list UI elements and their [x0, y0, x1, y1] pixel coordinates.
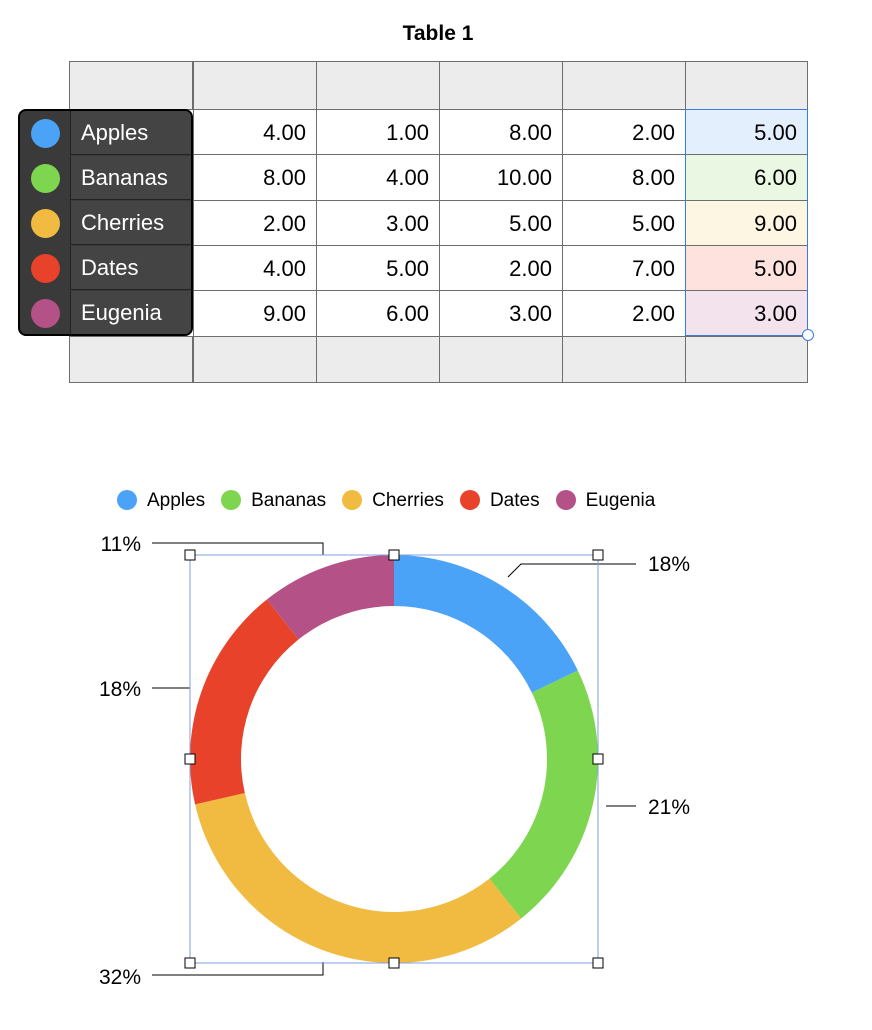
- series-color-swatch[interactable]: [31, 209, 60, 238]
- legend-item: Bananas: [221, 490, 326, 512]
- legend-item: Apples: [117, 490, 205, 512]
- leader-line: [507, 563, 636, 578]
- donut-slice-eugenia[interactable]: [266, 555, 394, 640]
- row-header-eugenia[interactable]: Eugenia: [20, 291, 191, 334]
- chart-legend: Apples Bananas Cherries Dates Eugenia: [117, 490, 671, 516]
- legend-swatch: [342, 490, 363, 510]
- table-cell[interactable]: 10.00: [439, 154, 563, 201]
- table-cell[interactable]: 6.00: [685, 154, 808, 201]
- table-cell[interactable]: 8.00: [562, 154, 686, 201]
- percentage-label: 11%: [101, 533, 141, 556]
- row-header-dates[interactable]: Dates: [20, 246, 191, 291]
- percentage-label: 32%: [99, 966, 141, 989]
- resize-handle[interactable]: [592, 957, 604, 969]
- table-cell[interactable]: 2.00: [193, 200, 317, 246]
- resize-handle[interactable]: [184, 549, 196, 561]
- selection-resize-handle[interactable]: [802, 329, 814, 341]
- donut-slice-dates[interactable]: [189, 599, 299, 805]
- legend-label: Apples: [147, 490, 206, 511]
- legend-swatch: [459, 490, 480, 510]
- resize-handle[interactable]: [592, 549, 604, 561]
- resize-handle[interactable]: [184, 957, 196, 969]
- legend-item: Dates: [459, 490, 540, 512]
- row-header-label: Cherries: [70, 201, 191, 245]
- table-cell[interactable]: 3.00: [685, 290, 808, 337]
- header-cell[interactable]: [193, 336, 317, 383]
- table-cell[interactable]: 8.00: [439, 109, 563, 155]
- row-header-label: Bananas: [70, 156, 191, 200]
- table-cell[interactable]: 4.00: [316, 154, 440, 201]
- table-cell[interactable]: 3.00: [439, 290, 563, 337]
- legend-item: Eugenia: [555, 490, 656, 512]
- percentage-label: 18%: [648, 553, 690, 576]
- leader-line: [152, 962, 324, 976]
- legend-label: Eugenia: [585, 490, 656, 511]
- table-cell[interactable]: 4.00: [193, 109, 317, 155]
- row-header-column[interactable]: Apples Bananas Cherries Dates Eugenia: [18, 109, 193, 336]
- resize-handle[interactable]: [592, 753, 604, 765]
- series-color-swatch[interactable]: [31, 299, 60, 328]
- header-cell[interactable]: [439, 336, 563, 383]
- row-header-cherries[interactable]: Cherries: [20, 201, 191, 246]
- header-cell[interactable]: [685, 61, 808, 110]
- row-header-apples[interactable]: Apples: [20, 111, 191, 156]
- legend-item: Cherries: [342, 490, 444, 512]
- resize-handle[interactable]: [388, 549, 400, 561]
- legend-label: Cherries: [372, 490, 444, 511]
- percentage-label: 21%: [648, 796, 690, 819]
- data-table[interactable]: 4.00 1.00 8.00 2.00 5.00 8.00 4.00 10.00 8.00 6.0…: [69, 61, 808, 383]
- row-header-label: Eugenia: [70, 291, 191, 334]
- percentage-label: 18%: [99, 678, 141, 701]
- table-cell[interactable]: 2.00: [562, 290, 686, 337]
- resize-handle[interactable]: [184, 753, 196, 765]
- table-cell[interactable]: 7.00: [562, 245, 686, 291]
- leader-line: [152, 542, 324, 555]
- table-cell[interactable]: 6.00: [316, 290, 440, 337]
- series-color-swatch[interactable]: [31, 119, 60, 148]
- table-cell[interactable]: 4.00: [193, 245, 317, 291]
- legend-swatch: [555, 490, 576, 510]
- row-header-label: Dates: [70, 246, 191, 290]
- donut-slice-apples[interactable]: [394, 555, 578, 693]
- table-cell[interactable]: 2.00: [439, 245, 563, 291]
- legend-swatch: [221, 490, 242, 510]
- resize-handle[interactable]: [388, 957, 400, 969]
- donut-slice-bananas[interactable]: [489, 670, 599, 919]
- series-color-swatch[interactable]: [31, 164, 60, 193]
- row-header-bananas[interactable]: Bananas: [20, 156, 191, 201]
- header-cell[interactable]: [685, 336, 808, 383]
- legend-label: Bananas: [251, 490, 327, 511]
- legend-label: Dates: [489, 490, 540, 511]
- row-header-label: Apples: [70, 111, 191, 155]
- table-title: Table 1: [402, 22, 474, 45]
- header-cell[interactable]: [69, 336, 193, 383]
- legend-swatch: [117, 490, 137, 510]
- header-cell[interactable]: [562, 336, 686, 383]
- donut-slice-cherries[interactable]: [195, 793, 522, 963]
- header-cell[interactable]: [316, 336, 440, 383]
- series-color-swatch[interactable]: [31, 254, 60, 283]
